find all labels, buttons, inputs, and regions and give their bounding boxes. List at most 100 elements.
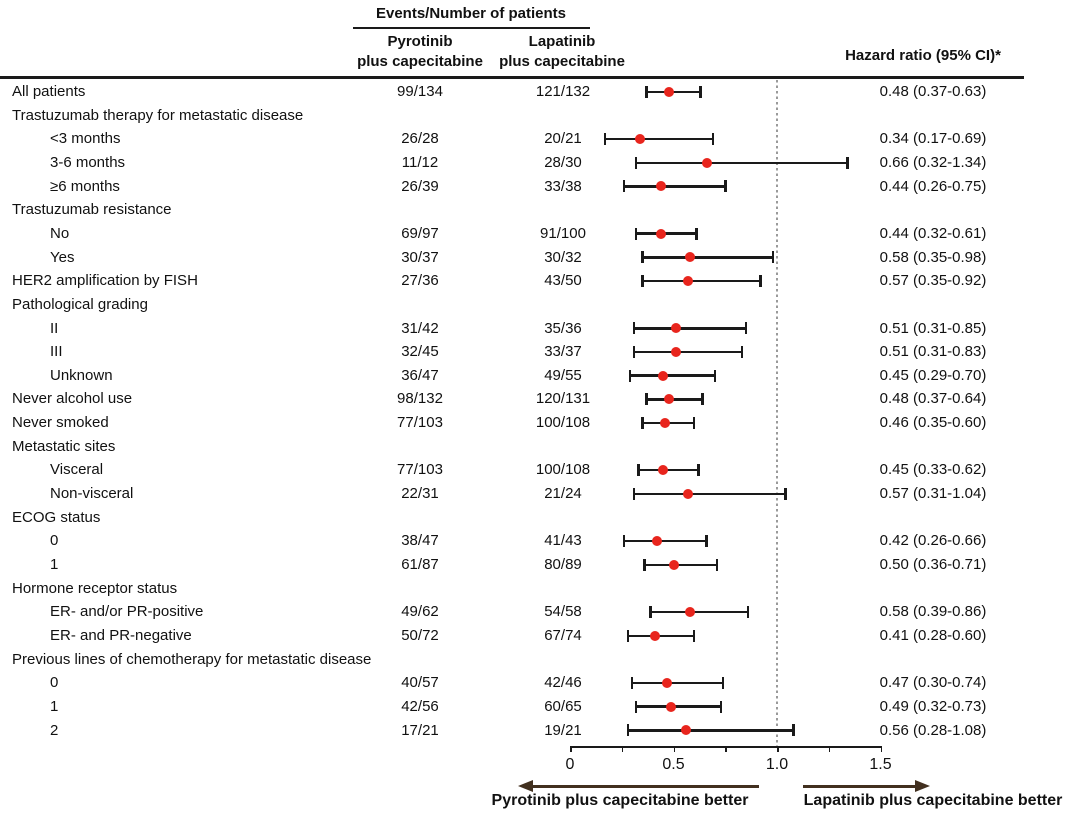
events-lapatinib: 67/74: [544, 626, 582, 644]
hr-point-marker: [649, 630, 660, 641]
right-arrow: [803, 785, 916, 788]
hr-point-marker: [666, 701, 677, 712]
right-arrowhead-icon: [915, 780, 930, 792]
events-pyrotinib: 49/62: [401, 603, 439, 621]
table-row: 2 17/21 19/21 0.56 (0.28-1.08): [0, 719, 1080, 743]
row-label: Hormone receptor status: [12, 579, 178, 597]
x-axis-tick: [828, 746, 831, 752]
ci-line: [605, 137, 713, 141]
row-label: Trastuzumab therapy for metastatic disea…: [12, 106, 304, 124]
table-row: No 69/97 91/100 0.44 (0.32-0.61): [0, 222, 1080, 246]
hr-value: 0.48 (0.37-0.64): [879, 390, 987, 408]
right-better-label: Lapatinib plus capecitabine better: [803, 792, 1063, 809]
table-row: ER- and PR-negative 50/72 67/74 0.41 (0.28-…: [0, 624, 1080, 648]
row-label: Previous lines of chemotherapy for metas…: [12, 650, 372, 668]
table-row: III 32/45 33/37 0.51 (0.31-0.83): [0, 340, 1080, 364]
ci-cap-upper: [701, 393, 704, 406]
x-axis-tick: [777, 746, 779, 752]
lapatinib-column-header: Lapatinib plus capecitabine: [487, 32, 637, 72]
ci-cap-upper: [744, 322, 748, 335]
row-label: ≥6 months: [50, 177, 120, 195]
hr-point-marker: [682, 488, 693, 499]
events-lapatinib: 42/46: [544, 674, 582, 692]
left-arrow: [531, 785, 759, 788]
row-label: 0: [50, 674, 59, 692]
hr-value: 0.45 (0.33-0.62): [879, 461, 987, 479]
ci-cap-upper: [740, 345, 744, 358]
ci-line: [634, 350, 742, 354]
events-lapatinib: 60/65: [544, 697, 582, 715]
ci-cap-upper: [715, 558, 719, 571]
events-lapatinib: 100/108: [535, 414, 591, 432]
events-lapatinib: 30/32: [544, 248, 582, 266]
hazard-ratio-header: Hazard ratio (95% CI)*: [845, 47, 1001, 64]
ci-cap-upper: [784, 487, 787, 500]
ci-cap-lower: [645, 393, 648, 406]
events-pyrotinib: 32/45: [401, 343, 439, 361]
row-label: Non-visceral: [50, 485, 134, 503]
table-row: Never smoked 77/103 100/108 0.46 (0.35-0.60…: [0, 411, 1080, 435]
ci-cap-lower: [626, 724, 630, 737]
ci-cap-lower: [626, 629, 630, 642]
group-row: Metastatic sites: [0, 435, 1080, 459]
row-label: Pathological grading: [12, 295, 148, 313]
header-separator-line: [0, 76, 1024, 79]
hr-value: 0.49 (0.32-0.73): [879, 697, 987, 715]
hr-point-marker: [658, 370, 669, 381]
hr-point-marker: [658, 465, 669, 476]
events-lapatinib: 20/21: [544, 130, 582, 148]
events-lapatinib: 121/132: [535, 83, 591, 100]
table-row: Visceral 77/103 100/108 0.45 (0.33-0.62): [0, 458, 1080, 482]
hr-value: 0.51 (0.31-0.85): [879, 319, 987, 337]
ci-cap-lower: [630, 677, 634, 690]
events-pyrotinib: 40/57: [401, 674, 439, 692]
ci-line: [642, 256, 773, 259]
table-row: 0 40/57 42/46 0.47 (0.30-0.74): [0, 671, 1080, 695]
hr-value: 0.42 (0.26-0.66): [879, 532, 987, 550]
ci-line: [636, 161, 848, 165]
events-lapatinib: 91/100: [540, 224, 586, 242]
left-arrowhead-icon: [518, 780, 533, 792]
hr-point-marker: [662, 678, 673, 689]
row-label: All patients: [12, 83, 86, 100]
lapatinib-header-line1: Lapatinib: [528, 33, 596, 50]
hr-point-marker: [670, 323, 681, 334]
ci-line: [623, 185, 726, 188]
ci-line: [644, 563, 717, 567]
group-row: Hormone receptor status: [0, 577, 1080, 601]
ci-cap-upper: [724, 180, 727, 193]
row-label: Never smoked: [12, 414, 109, 432]
hr-point-marker: [660, 417, 671, 428]
events-pyrotinib: 36/47: [401, 366, 439, 384]
events-pyrotinib: 61/87: [401, 556, 439, 573]
hr-value: 0.57 (0.35-0.92): [879, 272, 987, 290]
table-row: Non-visceral 22/31 21/24 0.57 (0.31-1.04): [0, 482, 1080, 506]
ci-line: [627, 729, 794, 732]
ci-line: [630, 374, 715, 377]
events-lapatinib: 41/43: [544, 532, 582, 550]
events-pyrotinib: 99/134: [397, 83, 443, 100]
ci-cap-lower: [632, 487, 636, 500]
table-row: 0 38/47 41/43 0.42 (0.26-0.66): [0, 529, 1080, 553]
table-row: Unknown 36/47 49/55 0.45 (0.29-0.70): [0, 364, 1080, 388]
hr-value: 0.57 (0.31-1.04): [879, 485, 987, 503]
events-pyrotinib: 50/72: [401, 626, 439, 644]
ci-cap-lower: [603, 133, 607, 146]
table-row: All patients 99/134 121/132 0.48 (0.37-0.63…: [0, 80, 1080, 104]
events-lapatinib: 100/108: [535, 461, 591, 479]
row-label: No: [50, 224, 70, 242]
ci-cap-lower: [641, 274, 644, 287]
ci-line: [636, 705, 722, 708]
hr-value: 0.58 (0.39-0.86): [879, 603, 987, 621]
ci-line: [636, 232, 697, 235]
hr-point-marker: [682, 275, 693, 286]
x-axis-tick-label: 0.5: [662, 756, 685, 773]
events-pyrotinib: 26/28: [401, 130, 439, 148]
hr-point-marker: [635, 134, 646, 145]
hr-value: 0.44 (0.26-0.75): [879, 177, 987, 195]
ci-cap-upper: [746, 606, 750, 619]
events-lapatinib: 33/37: [544, 343, 582, 361]
table-row: ER- and/or PR-positive 49/62 54/58 0.58 (0.…: [0, 600, 1080, 624]
events-lapatinib: 33/38: [544, 177, 582, 195]
events-pyrotinib: 98/132: [397, 390, 443, 408]
